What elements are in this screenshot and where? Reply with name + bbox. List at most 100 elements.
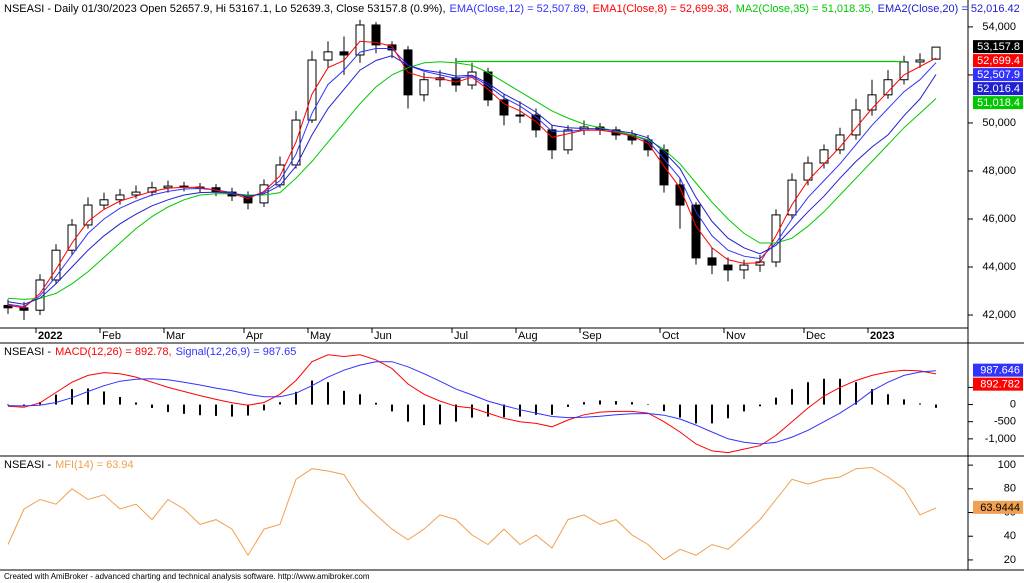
histogram-bar — [663, 404, 665, 412]
x-tick-label: Nov — [726, 330, 746, 342]
x-tick-label: Oct — [662, 330, 679, 342]
histogram-bar — [503, 404, 505, 418]
candle-body — [867, 94, 877, 111]
series-line — [7, 354, 937, 454]
histogram-bar — [263, 404, 265, 411]
value-label-box — [973, 500, 1023, 514]
x-tick-label: 2023 — [870, 330, 894, 342]
legend-entry: Signal(12,26,9) = 987.65 — [176, 346, 297, 358]
legend-entry: EMA2(Close,20) = 52,016.42 — [878, 3, 1020, 15]
series-line — [7, 55, 937, 305]
x-tick-label: 2022 — [38, 330, 62, 342]
value-label-box — [973, 82, 1023, 96]
y-tick-label: 100 — [998, 459, 1016, 471]
histogram-bar — [855, 382, 857, 405]
histogram-bar — [535, 404, 537, 415]
candle-body — [67, 224, 77, 251]
histogram-bar — [759, 404, 761, 407]
candle-body — [499, 99, 509, 116]
histogram-bar — [375, 402, 377, 405]
pane-title: NSEASI - MFI(14) = 63.94 — [4, 459, 134, 471]
legend-entry: MA2(Close,35) = 51,018.35, — [736, 3, 874, 15]
histogram-bar — [343, 390, 345, 405]
candle-body — [51, 249, 61, 281]
pane-title: NSEASI - MACD(12,26) = 892.78, Signal(12,2… — [4, 346, 296, 358]
histogram-bar — [455, 404, 457, 422]
candle-body — [547, 129, 557, 151]
x-tick-label: May — [310, 330, 331, 342]
candle-body — [371, 24, 381, 46]
histogram-bar — [215, 404, 217, 416]
candle-body — [531, 114, 541, 131]
histogram-bar — [231, 404, 233, 417]
candle-body — [147, 187, 157, 193]
histogram-bar — [279, 402, 281, 405]
legend-entry: EMA1(Close,8) = 52,699.38, — [593, 3, 732, 15]
candle-body — [387, 44, 397, 51]
x-tick-label: Jul — [454, 330, 468, 342]
candle-body — [883, 79, 893, 96]
value-label-box — [973, 377, 1023, 391]
histogram-bar — [807, 382, 809, 405]
candle-body — [707, 257, 717, 266]
histogram-bar — [7, 404, 9, 406]
x-tick-label: Jun — [374, 330, 392, 342]
x-tick-label: Aug — [518, 330, 538, 342]
candle-body — [163, 185, 173, 189]
pane-title: NSEASI - Daily 01/30/2023 Open 52657.9, … — [4, 3, 1020, 15]
candle-body — [99, 199, 109, 206]
histogram-bar — [903, 399, 905, 405]
histogram-bar — [391, 404, 393, 412]
histogram-bar — [167, 404, 169, 413]
histogram-bar — [103, 391, 105, 405]
histogram-bar — [327, 382, 329, 405]
histogram-bar — [439, 404, 441, 425]
histogram-bar — [311, 380, 313, 405]
histogram-bar — [199, 404, 201, 416]
legend-entry: MACD(12,26) = 892.78, — [55, 346, 171, 358]
histogram-bar — [887, 394, 889, 405]
value-label: 52,699.4 — [977, 55, 1020, 67]
footer: Created with AmiBroker - advanced charti… — [4, 572, 370, 581]
histogram-bar — [615, 401, 617, 405]
histogram-bar — [519, 404, 521, 417]
candle-body — [675, 184, 685, 206]
candle-body — [355, 24, 365, 56]
value-label-box — [973, 40, 1023, 54]
candle-body — [787, 179, 797, 216]
x-tick-label: Feb — [102, 330, 121, 342]
histogram-bar — [679, 404, 681, 418]
value-label-box — [973, 54, 1023, 68]
title-text: NSEASI - — [4, 459, 51, 471]
value-label: 987.646 — [980, 365, 1020, 377]
value-label: 53,157.8 — [977, 41, 1020, 53]
histogram-bar — [567, 404, 569, 407]
histogram-bar — [631, 402, 633, 405]
series-line — [7, 40, 937, 309]
legend-entry: MFI(14) = 63.94 — [55, 459, 134, 471]
y-tick-label: 50,000 — [982, 117, 1016, 129]
y-tick-label: 44,000 — [982, 261, 1016, 273]
histogram-bar — [407, 404, 409, 422]
candle-body — [307, 59, 317, 121]
candle-body — [515, 114, 525, 117]
value-label-box — [973, 363, 1023, 377]
histogram-bar — [919, 403, 921, 405]
histogram-bar — [551, 404, 553, 415]
histogram-bar — [295, 391, 297, 405]
candle-body — [771, 214, 781, 263]
y-tick-label: 80 — [1004, 483, 1016, 495]
histogram-bar — [135, 402, 137, 405]
y-tick-label: -1,000 — [985, 433, 1016, 445]
histogram-bar — [871, 389, 873, 405]
candle-body — [819, 149, 829, 164]
histogram-bar — [151, 404, 153, 408]
y-tick-label: 54,000 — [982, 21, 1016, 33]
value-label-box — [973, 68, 1023, 82]
histogram-bar — [823, 378, 825, 405]
value-label: 892.782 — [980, 379, 1020, 391]
histogram-bar — [423, 404, 425, 426]
histogram-bar — [359, 394, 361, 405]
